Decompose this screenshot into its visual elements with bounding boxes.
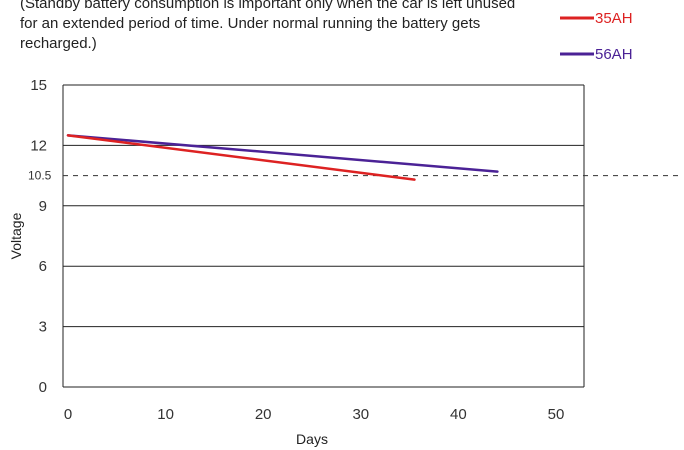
x-axis-title: Days (296, 431, 328, 447)
x-tick-label: 50 (548, 406, 565, 423)
y-tick-label: 12 (30, 137, 47, 154)
chart-note: (Standby battery consumption is importan… (20, 0, 516, 52)
x-tick-label: 0 (64, 406, 72, 423)
series-line-35ah (66, 134, 416, 181)
x-tick-label: 20 (255, 406, 272, 423)
y-tick-label: 3 (39, 319, 47, 336)
y-tick-label: 0 (39, 379, 47, 396)
x-tick-label: 10 (157, 406, 174, 423)
x-tick-label: 40 (450, 406, 467, 423)
legend-label-35ah: 35AH (595, 10, 633, 27)
legend-label-56ah: 56AH (595, 46, 633, 63)
y-tick-label: 6 (39, 258, 47, 275)
series-line-56ah (66, 134, 499, 173)
y-axis-title: Voltage (8, 212, 24, 259)
reference-line-label: 10.5 (28, 169, 52, 183)
x-tick-label: 30 (352, 406, 369, 423)
y-tick-label: 9 (39, 198, 47, 215)
y-tick-label: 15 (30, 77, 47, 94)
